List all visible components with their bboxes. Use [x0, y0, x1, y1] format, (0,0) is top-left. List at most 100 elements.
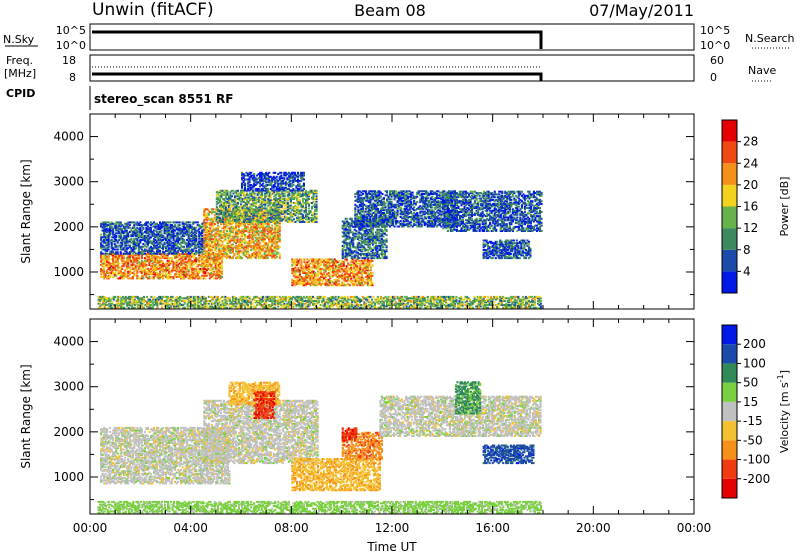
data-cell: [190, 248, 193, 251]
data-cell: [122, 247, 125, 250]
data-cell: [199, 244, 202, 247]
data-cell: [180, 228, 183, 231]
data-cell: [109, 232, 112, 235]
data-cell: [282, 218, 285, 221]
data-cell: [253, 212, 256, 215]
data-cell: [174, 267, 177, 270]
data-cell: [174, 273, 177, 276]
data-cell: [306, 215, 309, 218]
data-cell: [286, 195, 289, 198]
data-cell: [113, 245, 116, 248]
data-cell: [149, 267, 152, 270]
data-cell: [103, 253, 106, 255]
data-cell: [231, 220, 234, 223]
data-cell: [122, 225, 125, 228]
data-cell: [186, 245, 189, 248]
data-cell: [112, 255, 115, 258]
data-cell: [272, 247, 275, 250]
data-cell: [130, 261, 133, 264]
data-cell: [163, 274, 166, 277]
data-cell: [157, 259, 160, 262]
data-cell: [131, 243, 134, 246]
data-cell: [295, 196, 298, 199]
data-cell: [157, 233, 160, 236]
data-cell: [178, 247, 181, 250]
data-cell: [160, 243, 163, 246]
data-cell: [154, 259, 157, 262]
data-cell: [118, 228, 121, 231]
data-cell: [201, 261, 204, 264]
data-cell: [219, 265, 222, 268]
data-cell: [258, 206, 261, 209]
data-cell: [181, 270, 184, 273]
data-cell: [271, 254, 274, 257]
data-cell: [165, 222, 168, 225]
data-cell: [268, 238, 271, 241]
data-cell: [241, 200, 244, 203]
data-cell: [128, 240, 131, 243]
data-cell: [279, 195, 282, 198]
data-cell: [250, 195, 253, 198]
data-cell: [195, 230, 198, 233]
data-cell: [242, 181, 245, 184]
data-cell: [224, 221, 227, 223]
data-cell: [229, 210, 232, 213]
data-cell: [280, 210, 283, 213]
data-cell: [282, 202, 285, 204]
data-cell: [195, 270, 198, 273]
data-cell: [222, 246, 225, 249]
data-cell: [136, 230, 139, 233]
data-cell: [253, 242, 256, 245]
data-cell: [196, 270, 199, 273]
data-cell: [128, 266, 131, 269]
data-cell: [294, 196, 297, 199]
data-cell: [177, 272, 180, 274]
data-cell: [231, 225, 234, 228]
data-cell: [221, 198, 224, 200]
data-cell: [106, 244, 109, 247]
data-cell: [149, 228, 152, 231]
data-cell: [152, 266, 155, 269]
data-cell: [159, 261, 162, 264]
data-cell: [202, 261, 205, 264]
data-cell: [127, 258, 130, 261]
data-cell: [149, 249, 152, 252]
data-cell: [263, 239, 266, 242]
data-cell: [309, 216, 312, 219]
data-cell: [198, 230, 201, 233]
data-cell: [224, 249, 227, 251]
data-cell: [180, 236, 183, 239]
data-cell: [201, 243, 204, 246]
data-cell: [295, 206, 298, 209]
data-cell: [107, 257, 110, 260]
data-cell: [251, 247, 254, 250]
data-cell: [169, 240, 172, 243]
data-cell: [250, 249, 253, 251]
data-cell: [180, 261, 183, 264]
data-cell: [122, 237, 125, 240]
data-cell: [294, 212, 297, 215]
data-cell: [146, 243, 149, 246]
data-cell: [125, 252, 128, 255]
data-cell: [186, 255, 189, 258]
data-cell: [209, 232, 212, 235]
data-cell: [162, 253, 165, 255]
data-cell: [107, 245, 110, 248]
data-cell: [127, 241, 130, 244]
data-cell: [271, 240, 274, 243]
data-cell: [298, 199, 301, 202]
data-cell: [252, 212, 255, 215]
data-cell: [231, 235, 234, 238]
nsky-panel: [89, 23, 695, 51]
data-cell: [239, 242, 242, 245]
data-cell: [193, 254, 196, 257]
data-cell: [154, 245, 157, 248]
data-cell: [266, 235, 269, 238]
data-cell: [157, 236, 160, 239]
data-cell: [119, 237, 122, 240]
data-cell: [278, 223, 281, 226]
data-cell: [172, 248, 175, 251]
data-cell: [222, 234, 225, 237]
data-cell: [149, 251, 152, 254]
data-cell: [127, 270, 130, 273]
